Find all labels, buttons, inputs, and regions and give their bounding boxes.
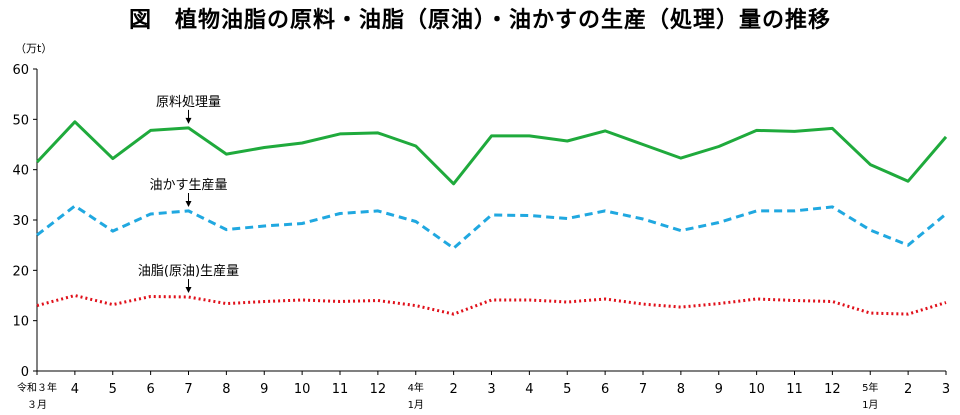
x-tick-label: 6 — [601, 382, 609, 397]
x-tick-sublabel: 1月 — [862, 399, 878, 411]
x-tick-label: 令和３年 — [17, 381, 57, 394]
x-tick-label: 4年 — [408, 381, 424, 394]
x-tick-label: 8 — [222, 382, 230, 397]
y-axis-unit-label: （万t） — [15, 42, 52, 55]
x-tick-label: 10 — [294, 382, 311, 397]
series-label-arrowhead-2 — [185, 287, 192, 294]
y-tick-label: 20 — [12, 264, 29, 279]
x-tick-label: 2 — [449, 382, 457, 397]
x-tick-label: 5 — [563, 382, 571, 397]
x-tick-label: 10 — [748, 382, 765, 397]
series-label-arrowhead-1 — [185, 200, 192, 207]
x-tick-label: 3 — [942, 382, 950, 397]
x-tick-label: 6 — [146, 382, 154, 397]
series-line-0 — [35, 120, 948, 186]
x-tick-sublabel: 1月 — [408, 399, 424, 411]
y-tick-label: 30 — [12, 214, 29, 229]
x-tick-label: 12 — [370, 382, 387, 397]
y-tick-label: 50 — [12, 113, 29, 128]
x-tick-label: 8 — [677, 382, 685, 397]
x-tick-label: 7 — [184, 382, 192, 397]
series-layer — [35, 120, 948, 316]
series-label-1: 油かす生産量 — [149, 177, 227, 193]
x-tick-label: 4 — [525, 382, 533, 397]
x-tick-label: 12 — [824, 382, 841, 397]
chart-title: 図 植物油脂の原料・油脂（原油）・油かすの生産（処理）量の推移 — [128, 8, 831, 33]
x-tick-label: 4 — [71, 382, 79, 397]
series-label-arrowhead-0 — [185, 117, 192, 124]
y-tick-label: 10 — [12, 315, 29, 330]
x-tick-label: 5年 — [862, 381, 878, 394]
y-tick-label: 40 — [12, 164, 29, 179]
series-line-1 — [36, 204, 947, 250]
x-tick-label: 9 — [715, 382, 723, 397]
series-label-0: 原料処理量 — [156, 95, 221, 110]
y-tick-label: 60 — [12, 63, 29, 78]
x-tick-label: 7 — [639, 382, 647, 397]
x-tick-label: 11 — [786, 382, 803, 397]
x-tick-label: 3 — [487, 382, 495, 397]
x-tick-sublabel: ３月 — [27, 399, 47, 411]
y-tick-label: 0 — [21, 365, 29, 380]
x-tick-label: 5 — [109, 382, 117, 397]
series-label-2: 油脂(原油)生産量 — [138, 263, 239, 279]
x-tick-label: 2 — [904, 382, 912, 397]
x-tick-label: 9 — [260, 382, 268, 397]
axes: 0 10 20 30 40 50 60 （万t） 令和３年 ３月 4 5 6 7 8 9 10 11 12 4年 1月 2… — [12, 42, 950, 411]
x-tick-label: 11 — [332, 382, 349, 397]
series-line-2 — [36, 294, 947, 316]
